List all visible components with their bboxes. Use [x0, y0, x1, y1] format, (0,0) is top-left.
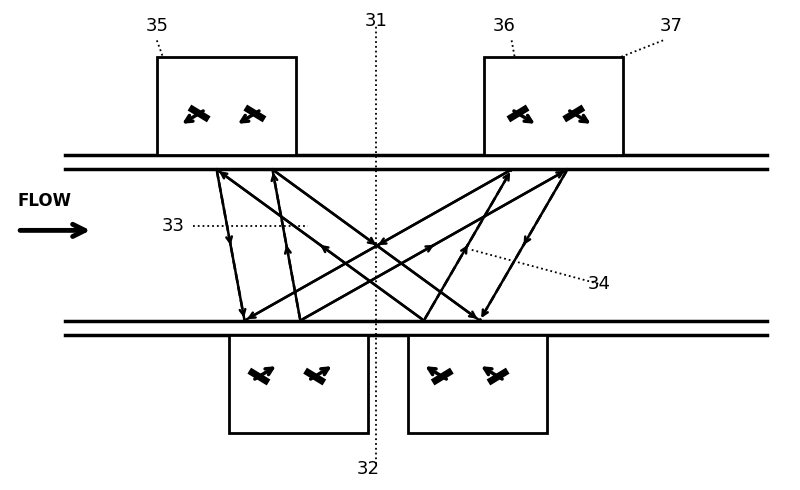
Text: FLOW: FLOW: [18, 192, 71, 210]
Text: 34: 34: [588, 275, 611, 293]
Text: 33: 33: [162, 217, 184, 235]
Text: 36: 36: [492, 17, 515, 35]
Text: 35: 35: [146, 17, 168, 35]
Text: 31: 31: [365, 12, 387, 30]
Bar: [157, 57, 296, 155]
Bar: [408, 335, 547, 433]
Text: 37: 37: [659, 17, 682, 35]
Text: 32: 32: [357, 460, 380, 478]
Bar: [484, 57, 623, 155]
Bar: [229, 335, 368, 433]
